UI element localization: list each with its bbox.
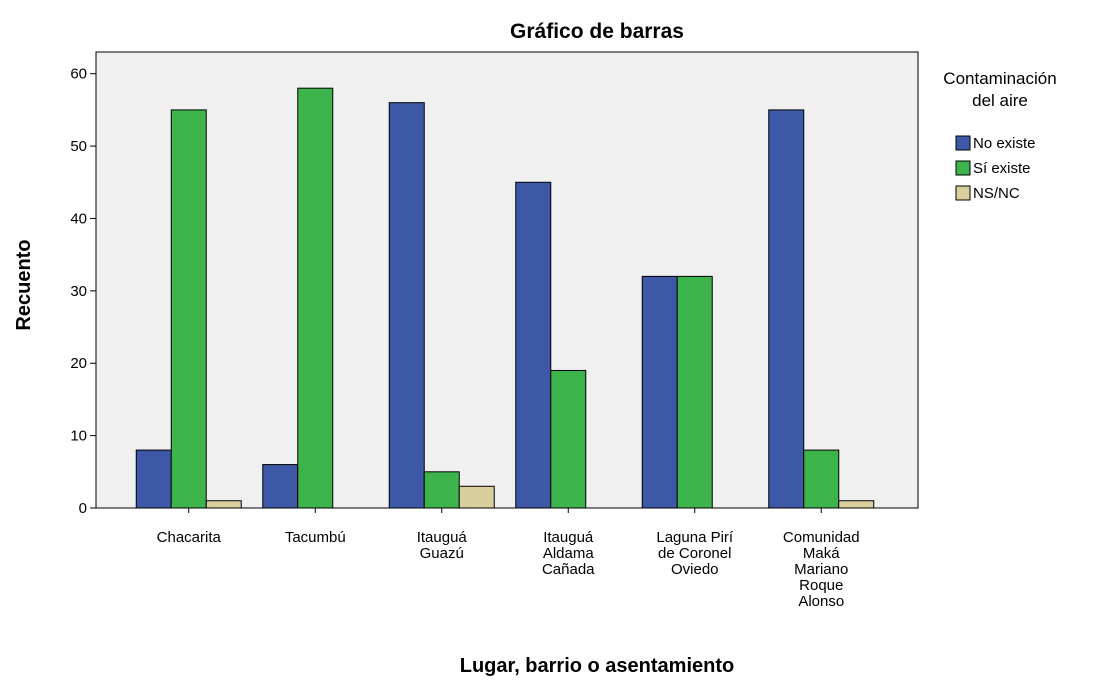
y-tick-label: 60 <box>70 66 87 83</box>
bar <box>803 449 840 509</box>
bar <box>676 275 713 509</box>
legend-label: No existe <box>973 135 1036 152</box>
chart-title: Gráfico de barras <box>510 20 684 43</box>
y-tick-label: 30 <box>70 283 87 300</box>
bar <box>458 485 495 509</box>
x-tick-label: Itauguá Guazú <box>417 529 468 562</box>
bar <box>205 500 242 509</box>
y-tick-label: 20 <box>70 355 87 372</box>
legend-label: Sí existe <box>973 160 1031 177</box>
legend-swatch <box>955 160 971 176</box>
bar <box>135 449 172 509</box>
bar <box>768 109 805 509</box>
x-tick-label: Chacarita <box>157 529 222 546</box>
legend-label: NS/NC <box>973 185 1020 202</box>
x-tick-label: Itauguá Aldama Cañada <box>542 529 595 578</box>
bar <box>641 275 678 509</box>
bar <box>262 464 299 509</box>
y-tick-label: 50 <box>70 138 87 155</box>
legend-swatch <box>955 135 971 151</box>
bar <box>297 87 334 509</box>
bar <box>550 369 587 509</box>
bar <box>838 500 875 509</box>
y-tick-label: 0 <box>79 500 87 517</box>
bar <box>423 471 460 509</box>
legend-title: Contaminación del aire <box>943 69 1056 110</box>
x-axis-label: Lugar, barrio o asentamiento <box>460 655 735 677</box>
bar <box>170 109 207 509</box>
bar <box>515 181 552 509</box>
bar <box>388 102 425 509</box>
y-tick-label: 10 <box>70 428 87 445</box>
y-axis-label: Recuento <box>13 239 35 330</box>
x-tick-label: Laguna Pirí de Coronel Oviedo <box>656 529 734 578</box>
x-tick-label: Comunidad Maká Mariano Roque Alonso <box>783 529 860 610</box>
y-tick-label: 40 <box>70 210 87 227</box>
x-tick-label: Tacumbú <box>285 529 346 546</box>
legend-swatch <box>955 185 971 201</box>
